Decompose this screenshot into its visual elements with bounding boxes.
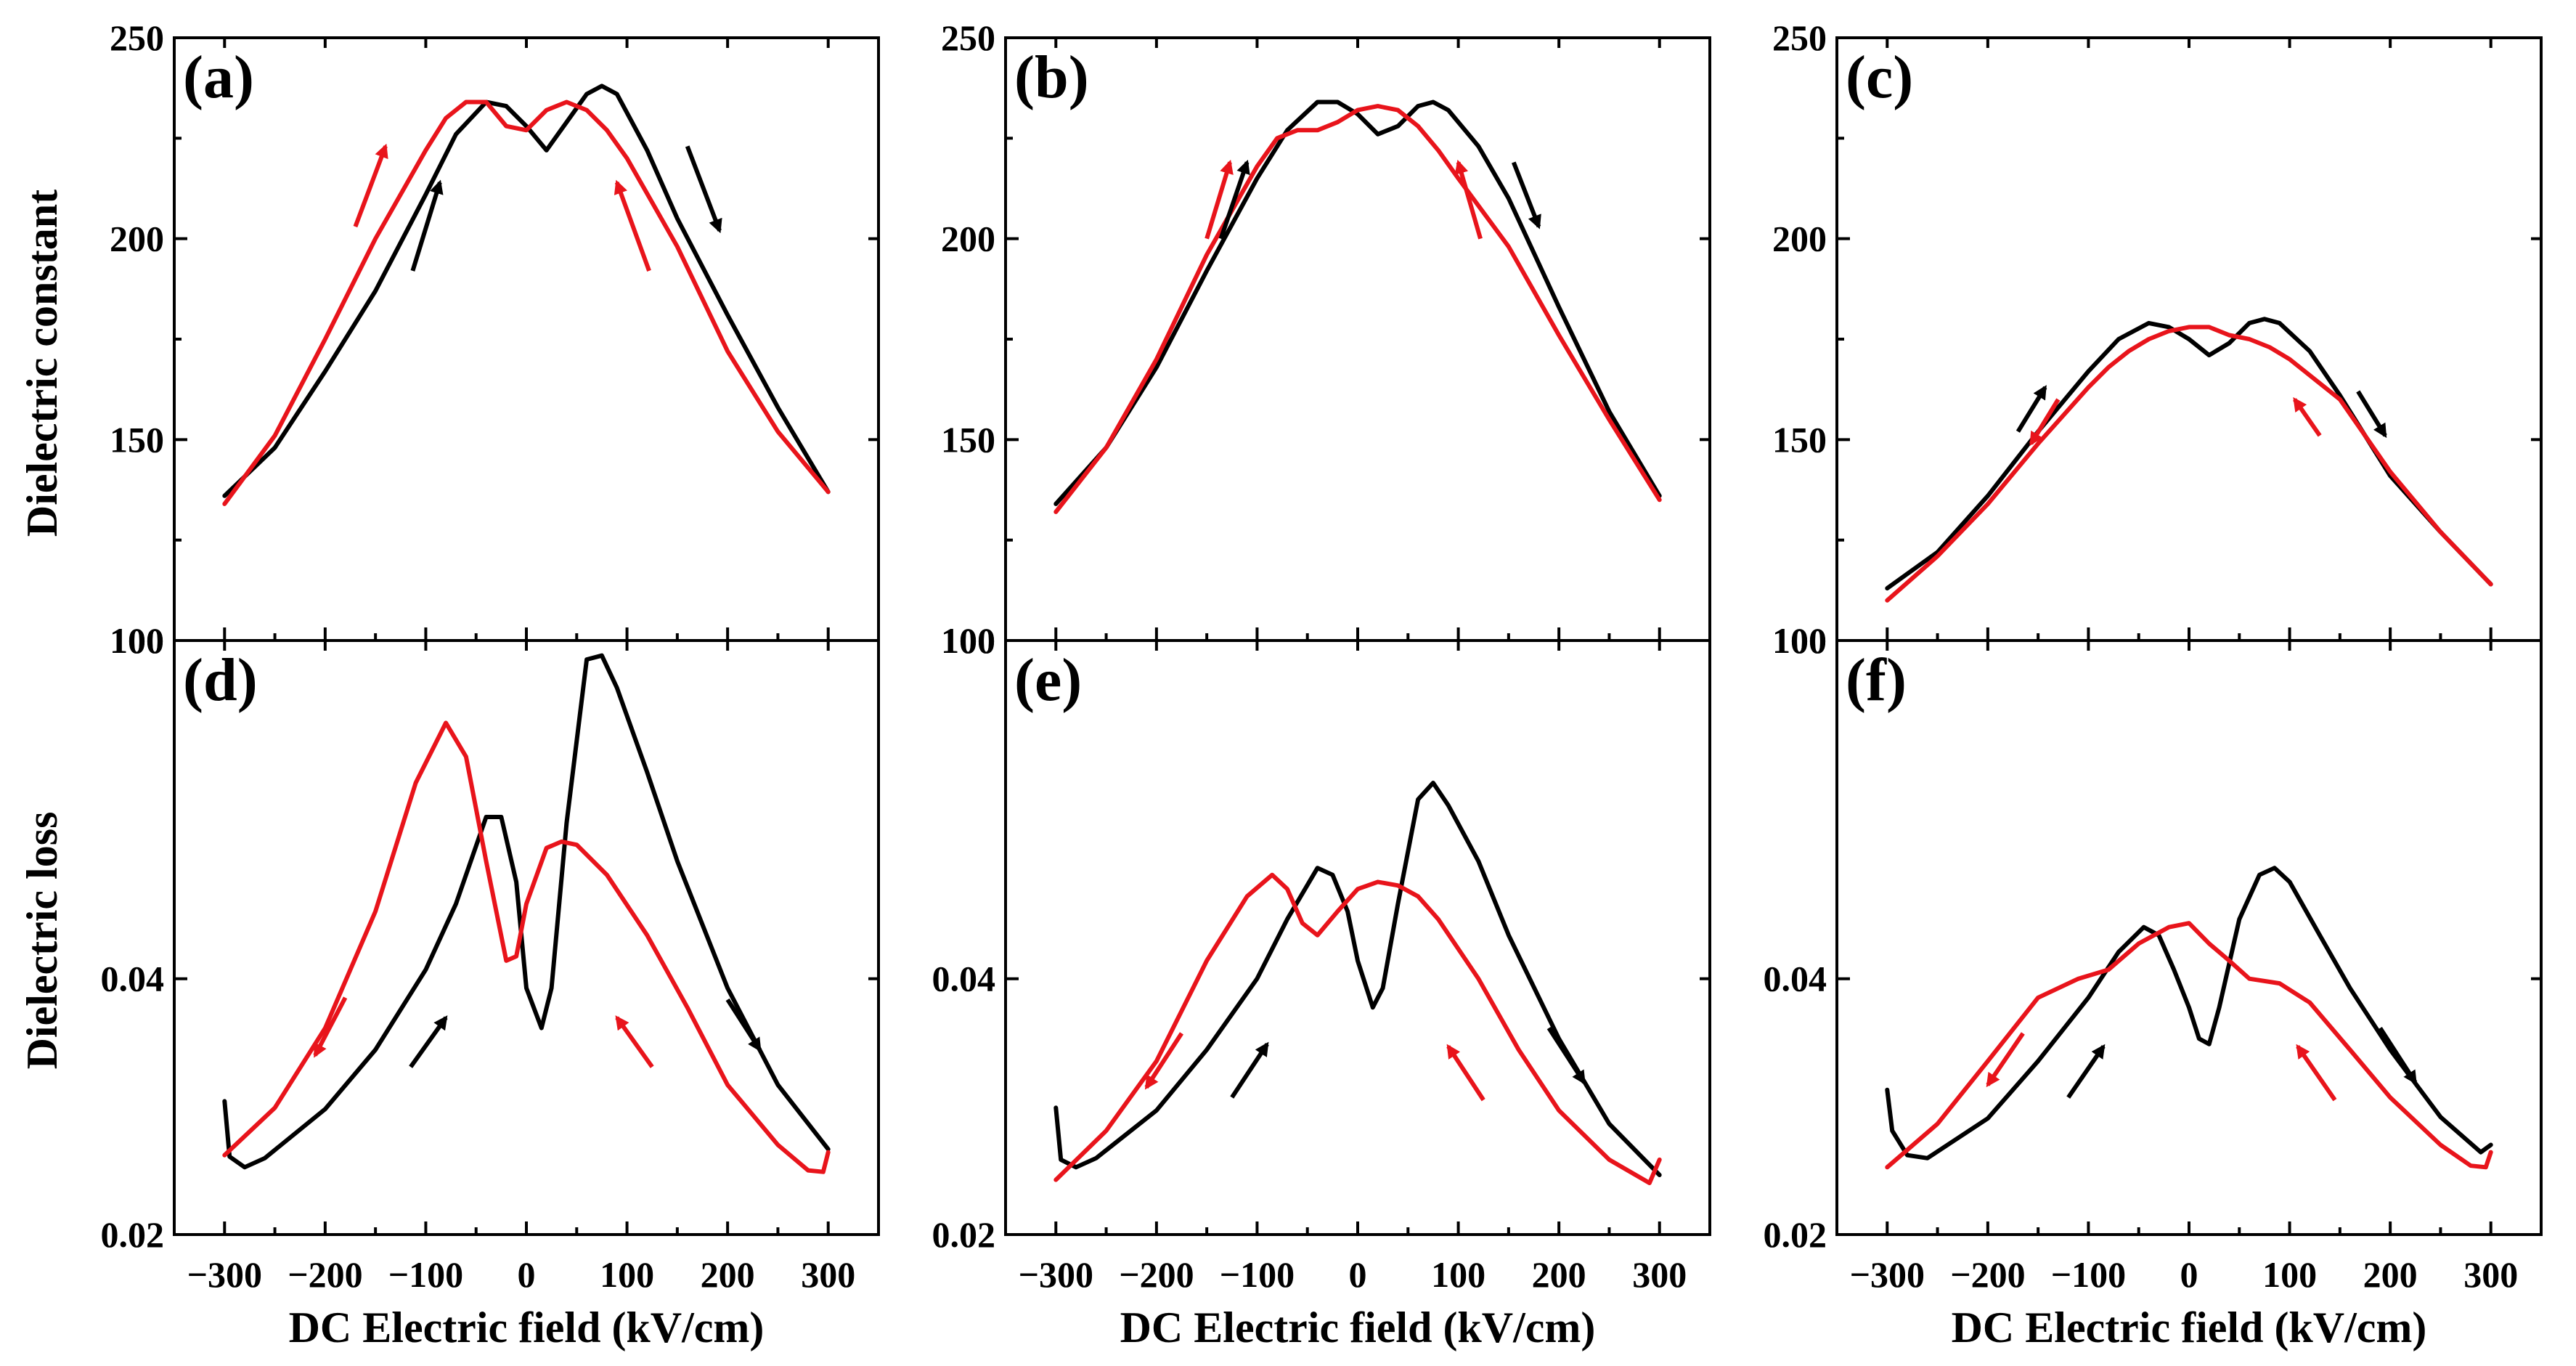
series-line-down <box>1885 921 2493 1170</box>
x-tick-label: 0 <box>518 1254 536 1295</box>
sweep-arrow-black <box>2015 385 2047 433</box>
sweep-arrow-black <box>2378 1026 2418 1085</box>
x-tick-label: 200 <box>2363 1254 2418 1295</box>
series-line-up <box>222 84 831 498</box>
y-tick-label: 0.02 <box>1764 1214 1827 1255</box>
series-line-down <box>222 99 831 506</box>
sweep-arrow-black <box>1230 1041 1269 1099</box>
x-axis-title-e: DC Electric field (kV/cm) <box>1120 1304 1596 1351</box>
sweep-arrow-red <box>1986 1032 2025 1088</box>
x-tick-label: 100 <box>1431 1254 1485 1295</box>
x-tick-label: 200 <box>1532 1254 1586 1295</box>
y-axis-title-bottom: Dielectric loss <box>18 812 66 1070</box>
y-tick-label: 100 <box>1772 620 1827 661</box>
x-tick-label: 100 <box>2262 1254 2317 1295</box>
sweep-arrow-black <box>725 998 762 1052</box>
y-tick-label: 0.04 <box>1764 959 1827 999</box>
series-line-up <box>1885 317 2493 591</box>
y-tick-label: 150 <box>1772 419 1827 460</box>
y-tick-label: 100 <box>110 620 164 661</box>
series-line-up <box>1053 99 1662 506</box>
y-axis-title-top: Dielectric constant <box>18 190 66 537</box>
y-tick-label: 100 <box>1772 620 1827 661</box>
x-tick-label: 0 <box>1349 1254 1367 1295</box>
panel-c: 100 150 200 250 (c) <box>1772 17 2543 661</box>
series-line-up <box>1885 866 2493 1160</box>
sweep-arrow-red <box>2296 1044 2337 1102</box>
panel-f: −300 −200 −100 0 100 200 300 0.02 0.04 100 (f) <box>1764 620 2543 1295</box>
y-tick-label: 250 <box>941 17 995 58</box>
x-tick-label: −100 <box>1220 1254 1295 1295</box>
y-tick-label: 250 <box>110 17 164 58</box>
sweep-arrow-black <box>1511 161 1541 229</box>
x-tick-label: 200 <box>701 1254 755 1295</box>
panel-label: (b) <box>1014 44 1089 111</box>
x-tick-label: −300 <box>187 1254 263 1295</box>
panel-a: 100 150 200 250 (a) <box>110 17 880 661</box>
x-tick-label: −200 <box>1950 1254 2026 1295</box>
sweep-arrow-red <box>1144 1032 1184 1090</box>
x-tick-label: 0 <box>2180 1254 2198 1295</box>
y-tick-label: 0.02 <box>932 1214 996 1255</box>
series-line-up <box>222 653 831 1170</box>
y-tick-label: 100 <box>941 620 995 661</box>
sweep-arrow-red <box>353 143 388 228</box>
series-line-down <box>222 720 831 1174</box>
x-axis-title-f: DC Electric field (kV/cm) <box>1952 1304 2427 1351</box>
sweep-arrow-red <box>1454 159 1483 240</box>
x-tick-label: −100 <box>388 1254 464 1295</box>
x-tick-label: 300 <box>2463 1254 2518 1295</box>
series-line-down <box>1053 872 1662 1185</box>
y-tick-label: 100 <box>110 620 164 661</box>
x-tick-label: −200 <box>288 1254 363 1295</box>
sweep-arrow-black <box>2066 1044 2106 1099</box>
sweep-arrow-black <box>685 145 722 234</box>
y-tick-label: 0.04 <box>932 959 996 999</box>
panel-label: (c) <box>1846 44 1913 111</box>
sweep-arrow-red <box>2029 398 2061 447</box>
y-tick-label: 250 <box>1772 17 1827 58</box>
y-tick-label: 0.04 <box>101 959 165 999</box>
x-tick-label: 100 <box>600 1254 654 1295</box>
sweep-arrow-black <box>1546 1026 1586 1085</box>
sweep-arrow-red <box>1205 159 1234 240</box>
sweep-arrow-red <box>2293 397 2322 437</box>
y-tick-label: 0.02 <box>101 1214 165 1255</box>
panel-label: (f) <box>1846 646 1907 714</box>
x-tick-label: −200 <box>1119 1254 1194 1295</box>
series-line-down <box>1053 104 1662 514</box>
series-line-up <box>1053 781 1662 1177</box>
sweep-arrow-red <box>1446 1044 1485 1102</box>
panel-b: 100 150 200 250 (b) <box>941 17 1711 661</box>
series-line-down <box>1885 325 2493 603</box>
panel-label: (e) <box>1014 646 1082 714</box>
panel-e: −300 −200 −100 0 100 200 300 0.02 0.04 100 (e) <box>932 620 1711 1295</box>
x-tick-label: 300 <box>801 1254 855 1295</box>
sweep-arrow-red <box>313 996 348 1058</box>
x-tick-label: −300 <box>1850 1254 1925 1295</box>
sweep-arrow-black <box>2356 390 2387 439</box>
plot-frame <box>1004 36 1711 642</box>
x-axis-title-d: DC Electric field (kV/cm) <box>289 1304 765 1351</box>
y-tick-label: 100 <box>941 620 995 661</box>
sweep-arrow-black <box>410 179 444 272</box>
x-tick-label: −300 <box>1019 1254 1094 1295</box>
y-tick-label: 200 <box>1772 219 1827 259</box>
y-tick-label: 150 <box>110 419 164 460</box>
sweep-arrow-red <box>615 1015 654 1068</box>
y-tick-label: 200 <box>110 219 164 259</box>
plot-frame <box>1835 639 2543 1236</box>
y-tick-label: 200 <box>941 219 995 259</box>
x-tick-label: 300 <box>1632 1254 1687 1295</box>
sweep-arrow-black <box>1218 159 1250 240</box>
sweep-arrow-red <box>614 179 651 272</box>
panel-label: (a) <box>183 44 254 111</box>
y-tick-label: 150 <box>941 419 995 460</box>
panel-label: (d) <box>183 646 258 714</box>
panel-d: −300 −200 −100 0 100 200 300 0.02 0.04 100 (d) <box>101 620 880 1295</box>
sweep-arrow-black <box>409 1015 448 1068</box>
x-tick-label: −100 <box>2051 1254 2127 1295</box>
